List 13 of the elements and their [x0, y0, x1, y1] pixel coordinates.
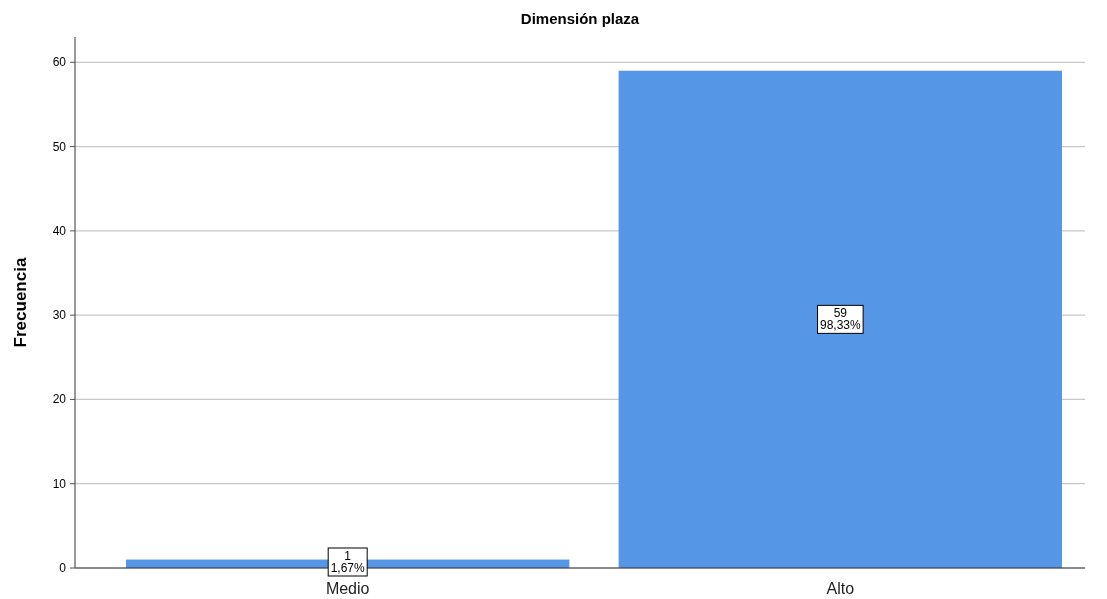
- y-tick-label: 10: [52, 476, 67, 491]
- y-tick-label: 60: [52, 55, 67, 70]
- y-tick-label: 50: [52, 139, 67, 154]
- data-label: 1 1,67%: [330, 549, 366, 575]
- x-tick-label: Alto: [826, 580, 855, 597]
- x-tick-label: Medio: [325, 580, 370, 597]
- chart-title: Dimensión plaza: [520, 10, 640, 27]
- y-tick-label: 0: [59, 561, 67, 575]
- y-tick-label: 40: [52, 223, 67, 238]
- data-label: 59 98,33%: [819, 306, 861, 333]
- y-tick-label: 20: [52, 392, 67, 407]
- y-axis-title: Frecuencia: [11, 257, 30, 348]
- y-tick-label: 30: [52, 308, 67, 323]
